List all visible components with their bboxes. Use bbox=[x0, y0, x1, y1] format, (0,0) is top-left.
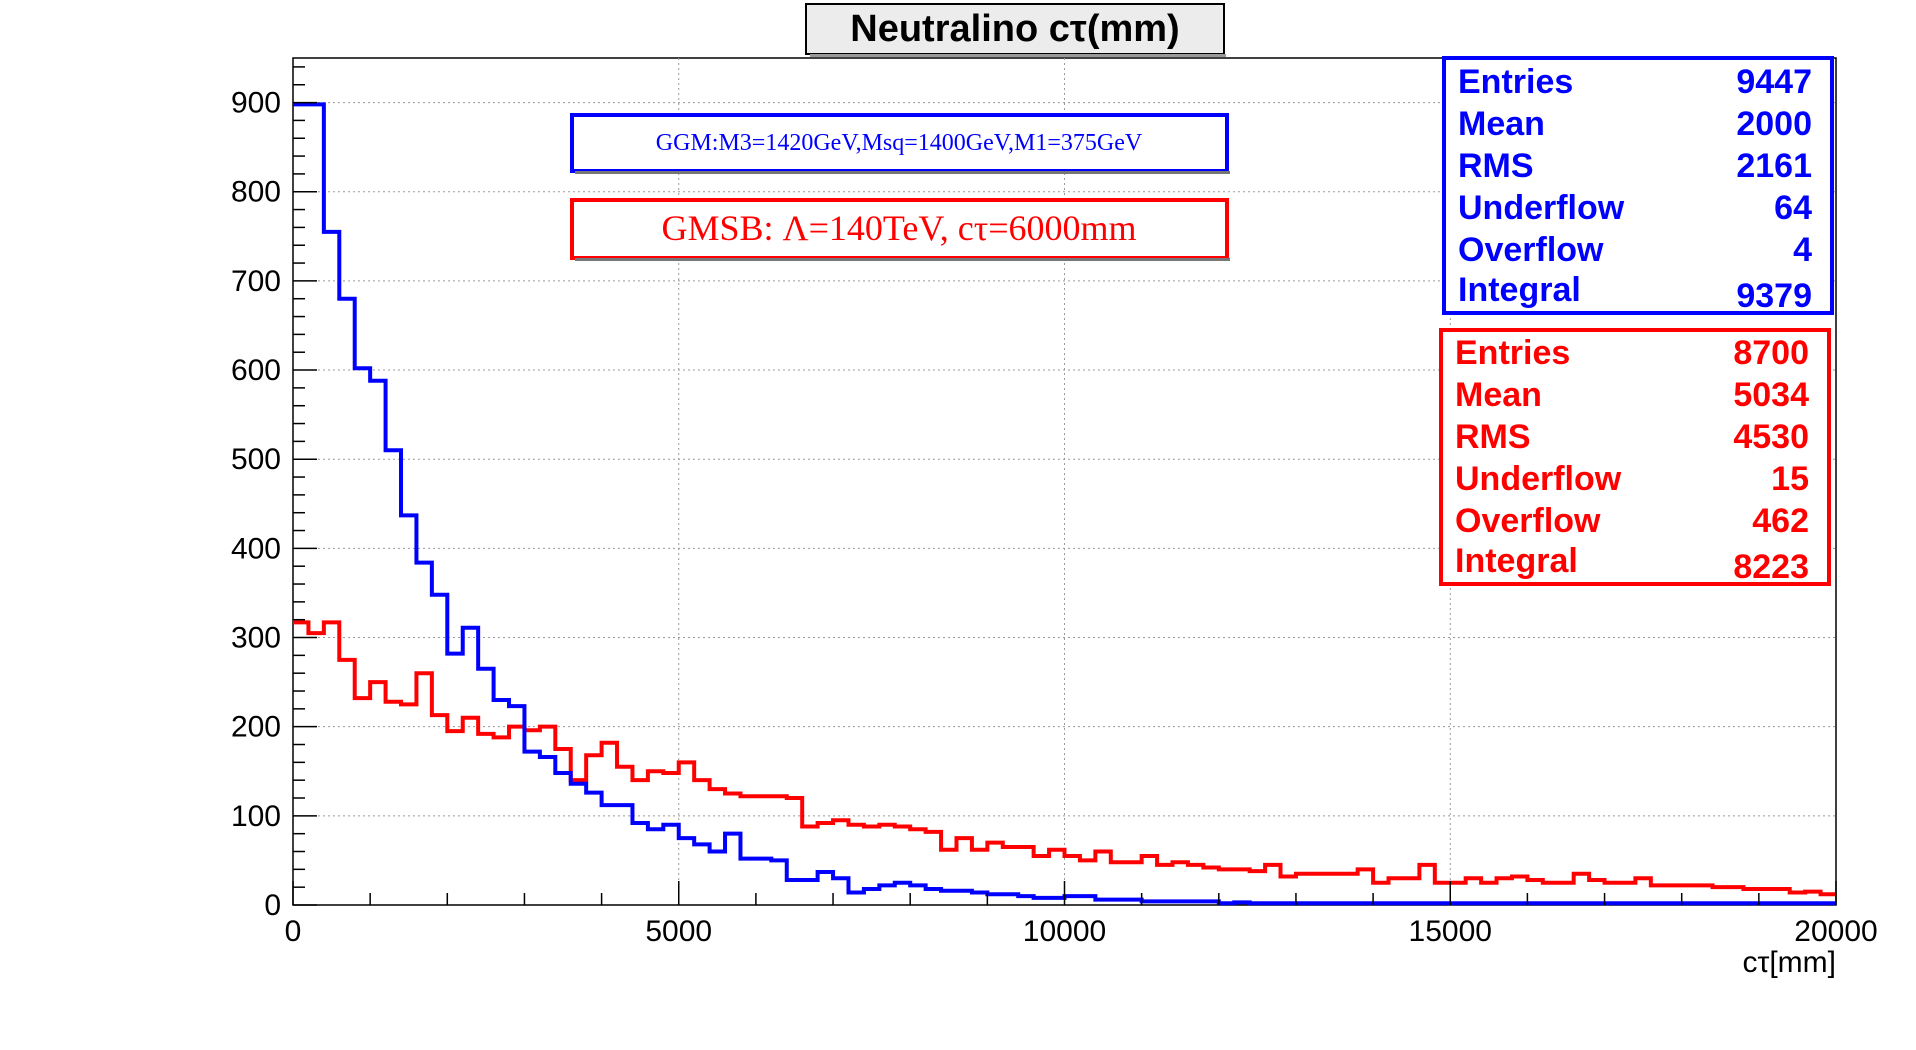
y-tick-label: 500 bbox=[231, 443, 281, 476]
stat-value: 5034 bbox=[1733, 376, 1809, 414]
y-tick-label: 0 bbox=[264, 889, 281, 922]
y-tick-label: 800 bbox=[231, 176, 281, 209]
stat-label: Entries bbox=[1455, 334, 1570, 372]
stat-label: Integral bbox=[1458, 271, 1581, 309]
stat-value: 4 bbox=[1793, 231, 1812, 269]
y-tick-label: 700 bbox=[231, 265, 281, 298]
stat-value: 9379 bbox=[1736, 277, 1812, 315]
stat-label: Overflow bbox=[1455, 502, 1601, 540]
axes: 0 5000 10000 15000 20000 0 100 200 300 400 500 600 7… bbox=[231, 66, 1878, 948]
series-line-red bbox=[293, 620, 1836, 897]
chart-title: Neutralino cτ(mm) bbox=[850, 8, 1179, 50]
stat-value: 462 bbox=[1752, 502, 1809, 540]
legend-box-ggm: GGM:M3=1420GeV,Msq=1400GeV,M1=375GeV bbox=[570, 113, 1230, 174]
stat-value: 9447 bbox=[1736, 63, 1812, 101]
y-tick-label: 400 bbox=[231, 532, 281, 565]
stat-value: 64 bbox=[1774, 189, 1812, 227]
chart-title-box: Neutralino cτ(mm) bbox=[805, 3, 1226, 57]
x-tick-label: 0 bbox=[285, 915, 302, 948]
series-line-blue bbox=[293, 102, 1836, 906]
x-tick-label: 15000 bbox=[1409, 915, 1492, 948]
stat-label: Underflow bbox=[1455, 460, 1622, 498]
series-layer bbox=[293, 102, 1836, 906]
stat-label: Underflow bbox=[1458, 189, 1625, 227]
stat-label: RMS bbox=[1458, 147, 1534, 185]
y-tick-label: 900 bbox=[231, 87, 281, 120]
stat-value: 8700 bbox=[1733, 334, 1809, 372]
stat-box-red: Entries 8700 Mean 5034 RMS 4530 Underflow 15 Ove… bbox=[1439, 328, 1831, 586]
stat-value: 15 bbox=[1771, 460, 1809, 498]
y-tick-label: 100 bbox=[231, 800, 281, 833]
y-tick-label: 200 bbox=[231, 711, 281, 744]
legend-box-gmsb: GMSB: Λ=140TeV, cτ=6000mm bbox=[570, 198, 1230, 261]
y-tick-label: 600 bbox=[231, 354, 281, 387]
y-tick-label: 300 bbox=[231, 622, 281, 655]
legend-text-ggm: GGM:M3=1420GeV,Msq=1400GeV,M1=375GeV bbox=[656, 130, 1143, 156]
stat-label: Overflow bbox=[1458, 231, 1604, 269]
stat-box-blue: Entries 9447 Mean 2000 RMS 2161 Underflow 64 Ove… bbox=[1442, 56, 1834, 315]
stat-value: 4530 bbox=[1733, 418, 1809, 456]
x-tick-label: 5000 bbox=[645, 915, 712, 948]
x-tick-label: 10000 bbox=[1023, 915, 1106, 948]
stat-label: Entries bbox=[1458, 63, 1573, 101]
x-tick-label: 20000 bbox=[1794, 915, 1877, 948]
stat-label: RMS bbox=[1455, 418, 1531, 456]
stat-value: 2000 bbox=[1736, 105, 1812, 143]
stat-label: Mean bbox=[1458, 105, 1545, 143]
stat-value: 2161 bbox=[1736, 147, 1812, 185]
stat-label: Mean bbox=[1455, 376, 1542, 414]
x-axis-title: cτ[mm] bbox=[1742, 946, 1836, 979]
stat-value: 8223 bbox=[1733, 548, 1809, 586]
stat-label: Integral bbox=[1455, 542, 1578, 580]
legend-text-gmsb: GMSB: Λ=140TeV, cτ=6000mm bbox=[661, 208, 1136, 248]
